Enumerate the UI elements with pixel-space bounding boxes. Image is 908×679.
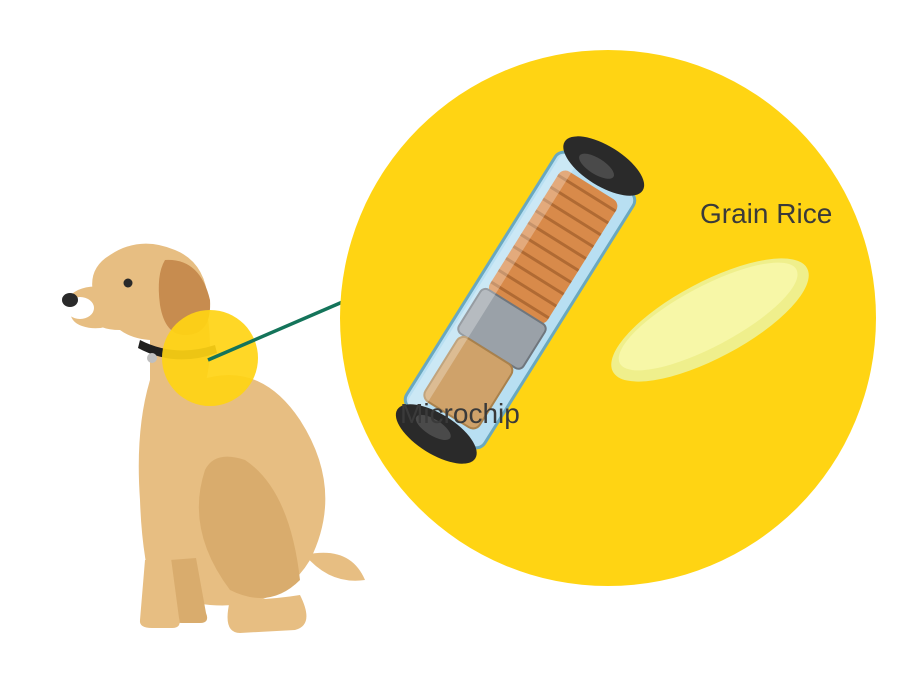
infographic-stage: Microchip Grain Rice — [0, 0, 908, 679]
dog-collar-tag — [147, 353, 157, 363]
label-microchip: Microchip — [400, 398, 520, 430]
dog-nose — [62, 293, 78, 307]
dog-eye — [124, 279, 133, 288]
dog-hind-foot — [228, 595, 307, 633]
label-grain-rice: Grain Rice — [700, 198, 832, 230]
magnifier-circle — [340, 50, 876, 586]
